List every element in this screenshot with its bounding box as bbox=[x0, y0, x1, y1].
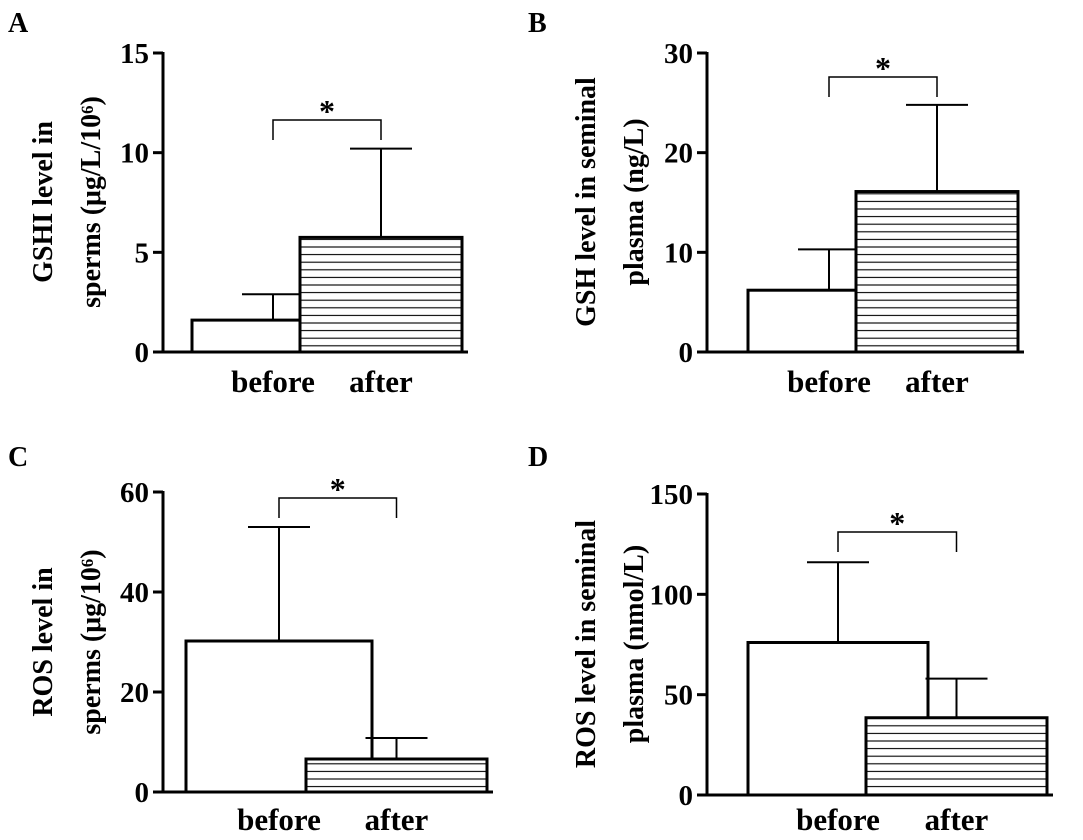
x-category-label: before bbox=[237, 802, 321, 837]
y-axis-title-line: ROS level in bbox=[28, 567, 59, 717]
bar-after bbox=[854, 190, 1020, 354]
y-tick-label: 20 bbox=[120, 677, 149, 709]
y-axis-title-line: sperms (μg/10⁶) bbox=[76, 549, 107, 734]
significance-star: * bbox=[889, 505, 905, 541]
significance-star: * bbox=[319, 93, 335, 129]
significance-bracket bbox=[837, 531, 958, 552]
significance-star: * bbox=[875, 50, 891, 86]
y-axis-title-line: ROS level in seminal bbox=[571, 520, 602, 768]
bar-after bbox=[304, 757, 489, 794]
chart-panel-d: D 0 50 100 150 ROS level in seminal plasma (nm… bbox=[528, 442, 1053, 837]
y-tick-label: 15 bbox=[120, 38, 149, 70]
panel-letter: C bbox=[8, 442, 28, 473]
y-tick-label: 0 bbox=[679, 780, 694, 812]
y-tick-label: 150 bbox=[650, 479, 694, 511]
x-category-label: before bbox=[787, 364, 871, 399]
significance-bracket bbox=[278, 497, 398, 518]
y-tick-label: 60 bbox=[120, 477, 149, 509]
x-category-label: before bbox=[231, 364, 315, 399]
x-category-label: after bbox=[365, 802, 429, 837]
y-tick-label: 30 bbox=[664, 38, 693, 70]
panel-letter: D bbox=[528, 442, 548, 473]
x-category-label: before bbox=[796, 802, 880, 837]
y-tick-label: 100 bbox=[650, 579, 694, 611]
y-tick-label: 40 bbox=[120, 577, 149, 609]
chart-panel-a: A 0 5 10 15 GSHI level in sperms (μg/L/10⁶) bef… bbox=[8, 8, 468, 399]
bar-after bbox=[298, 235, 464, 354]
significance-bracket bbox=[272, 119, 382, 140]
y-axis-title-line: plasma (nmol/L) bbox=[619, 545, 650, 743]
y-tick-label: 0 bbox=[135, 337, 150, 369]
y-tick-label: 10 bbox=[664, 237, 693, 269]
y-tick-label: 10 bbox=[120, 138, 149, 170]
y-axis-title-line: plasma (ng/L) bbox=[619, 118, 650, 285]
significance-bracket bbox=[828, 76, 938, 97]
panel-letter: B bbox=[528, 8, 547, 39]
y-tick-label: 5 bbox=[135, 237, 150, 269]
chart-panel-c: C 0 20 40 60 ROS level in sperms (μg/10⁶) befor… bbox=[8, 442, 493, 837]
y-tick-label: 20 bbox=[664, 138, 693, 170]
y-tick-label: 0 bbox=[679, 337, 694, 369]
panel-letter: A bbox=[8, 8, 29, 39]
chart-panel-b: B 0 10 20 30 GSH level in seminal plasma (ng/L… bbox=[528, 8, 1024, 399]
x-category-label: after bbox=[905, 364, 969, 399]
y-axis-title-line: GSHI level in bbox=[28, 121, 59, 283]
y-tick-label: 50 bbox=[664, 680, 693, 712]
y-axis-title-line: sperms (μg/L/10⁶) bbox=[76, 96, 107, 308]
x-category-label: after bbox=[349, 364, 413, 399]
significance-star: * bbox=[330, 471, 346, 507]
x-category-label: after bbox=[925, 802, 989, 837]
y-axis-title-line: GSH level in seminal bbox=[571, 77, 602, 327]
y-tick-label: 0 bbox=[135, 777, 150, 809]
bar-after bbox=[864, 716, 1049, 797]
